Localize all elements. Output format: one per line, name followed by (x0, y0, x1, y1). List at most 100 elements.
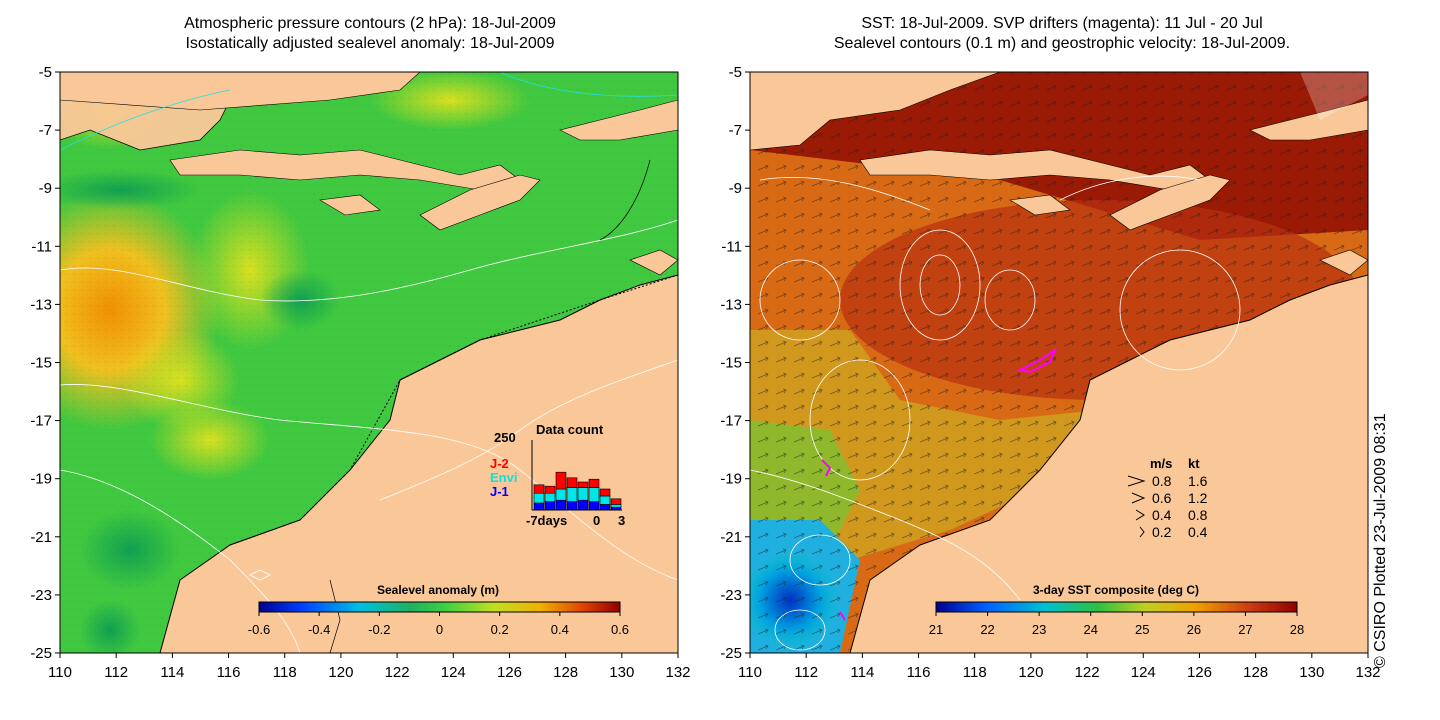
right-lon-label: 112 (794, 664, 818, 681)
left-lat-label: -21 (30, 529, 52, 546)
sealevel-colorbar-tick-label: -0.6 (248, 622, 270, 637)
left-map-title: Atmospheric pressure contours (2 hPa): 1… (60, 14, 680, 54)
right-lon-label: 116 (907, 664, 931, 681)
inset-bar-j1 (588, 501, 600, 511)
left-lon-label: 124 (441, 664, 466, 681)
sealevel-colorbar-tick-label: 0.4 (551, 622, 569, 637)
right-title-line2: Sealevel contours (0.1 m) and geostrophi… (833, 35, 1291, 52)
inset-bar-j1 (610, 506, 622, 511)
right-lon-label: 132 (1355, 664, 1380, 681)
sealevel-colorbar-tick-label: 0.6 (611, 622, 629, 637)
velocity-arrow-icon (1127, 475, 1146, 487)
right-lat-label: -17 (720, 413, 742, 430)
left-title-line2: Isostatically adjusted sealevel anomaly:… (185, 35, 555, 52)
inset-bar-j1 (577, 499, 589, 511)
inset-bar-j1 (566, 501, 578, 511)
inset-bar-j1 (544, 501, 556, 511)
sst-colorbar-tick-label: 24 (1083, 622, 1097, 637)
data-count-title: Data count (536, 422, 604, 437)
left-lon-label: 132 (665, 664, 690, 681)
right-lat-label: -11 (721, 238, 742, 255)
inset-bar-j2 (599, 488, 611, 497)
sst-colorbar: 3-day SST composite (deg C) 21 22 23 24 25 26… (929, 583, 1304, 637)
sealevel-colorbar-title: Sealevel anomaly (m) (377, 583, 499, 597)
right-lat-label: -19 (720, 471, 742, 488)
sealevel-colorbar-tick-label: -0.2 (368, 622, 390, 637)
left-lon-label: 122 (385, 664, 410, 681)
right-lat-label: -15 (720, 355, 742, 372)
right-lat-label: -23 (720, 587, 742, 604)
left-lat-label: -9 (39, 180, 52, 197)
sst-colorbar-tick-label: 28 (1290, 622, 1304, 637)
left-lon-label: 120 (328, 664, 353, 681)
left-map-axes: -5 -7 -9 -11 -13 -15 -17 -19 -21 -23 -25 110 112 114 1… (30, 64, 690, 681)
inset-bar-envi (566, 487, 578, 502)
velocity-arrow-icon (1135, 509, 1145, 521)
inset-legend-j-1: J-1 (490, 484, 509, 499)
right-lon-label: 118 (963, 664, 987, 681)
sst-colorbar-tick-label: 26 (1187, 622, 1201, 637)
inset-bar-j1 (599, 504, 611, 511)
sst-colorbar-tick-label: 22 (980, 622, 994, 637)
velocity-legend-ms: 0.6 (1152, 490, 1172, 506)
velocity-legend-kt: 0.4 (1188, 524, 1208, 540)
right-lon-label: 124 (1131, 664, 1156, 681)
left-lon-label: 110 (48, 664, 72, 681)
inset-bar-envi (544, 492, 556, 502)
sst-map (750, 72, 1368, 653)
velocity-legend-kt: 1.2 (1188, 490, 1208, 506)
sst-colorbar-tick-label: 25 (1135, 622, 1149, 637)
left-lat-label: -25 (30, 645, 52, 662)
sst-colorbar-tick-label: 27 (1238, 622, 1252, 637)
inset-bar-j2 (555, 471, 567, 490)
sealevel-colorbar-tick-label: -0.4 (308, 622, 330, 637)
right-title-line1: SST: 18-Jul-2009. SVP drifters (magenta)… (861, 15, 1263, 32)
right-lat-label: -7 (729, 122, 742, 139)
right-lat-label: -25 (720, 645, 742, 662)
sealevel-colorbar: Sealevel anomaly (m) -0.6 -0.4 -0.2 0 0.2 0.4… (248, 583, 629, 637)
left-lon-label: 114 (160, 664, 184, 681)
inset-bar-j1 (555, 499, 567, 511)
velocity-legend-kt-header: kt (1188, 456, 1200, 471)
left-lat-label: -7 (39, 122, 52, 139)
right-lat-label: -21 (720, 529, 742, 546)
left-lon-label: 130 (609, 664, 634, 681)
sealevel-colorbar-tick-label: 0 (436, 622, 443, 637)
right-lon-label: 128 (1243, 664, 1268, 681)
velocity-legend: m/s kt 0.8 1.60.6 1.20.4 0.80.2 0.4 (1127, 456, 1208, 540)
inset-bar-j2 (577, 481, 589, 488)
velocity-arrow-icon (1139, 526, 1145, 538)
sealevel-colorbar-tick-label: 0.2 (491, 622, 509, 637)
inset-bar-j2 (533, 484, 545, 494)
left-lon-label: 116 (217, 664, 241, 681)
left-lat-label: -23 (30, 587, 52, 604)
velocity-legend-ms: 0.2 (1152, 524, 1172, 540)
right-lon-label: 110 (738, 664, 762, 681)
left-lat-label: -19 (30, 471, 52, 488)
velocity-arrow-icon (1131, 492, 1146, 504)
left-lon-label: 126 (497, 664, 522, 681)
sealevel-anomaly-map (60, 72, 678, 653)
inset-bar-j2 (588, 478, 600, 488)
right-lon-label: 114 (850, 664, 874, 681)
right-lat-label: -13 (720, 296, 742, 313)
sst-colorbar-tick-label: 23 (1032, 622, 1046, 637)
inset-legend-j-2: J-2 (490, 456, 509, 471)
velocity-legend-ms: 0.4 (1152, 507, 1172, 523)
left-lat-label: -17 (30, 413, 52, 430)
velocity-legend-kt: 0.8 (1188, 507, 1208, 523)
left-lat-label: -5 (39, 64, 52, 81)
inset-bar-envi (533, 492, 545, 504)
inset-bar-j2 (544, 485, 556, 494)
csiro-credit: © CSIRO Plotted 23-Jul-2009 08:31 (1372, 413, 1389, 668)
inset-bar-j2 (566, 477, 578, 488)
left-lat-label: -13 (30, 296, 52, 313)
velocity-legend-kt: 1.6 (1188, 473, 1208, 489)
data-count-ymax: 250 (494, 430, 516, 445)
inset-bar-envi (588, 487, 600, 502)
inset-bar-envi (599, 495, 611, 505)
left-lon-label: 128 (553, 664, 578, 681)
velocity-legend-ms: 0.8 (1152, 473, 1172, 489)
